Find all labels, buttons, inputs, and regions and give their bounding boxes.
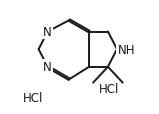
Text: N: N [43,26,52,39]
Text: NH: NH [118,43,135,56]
Text: HCl: HCl [99,82,119,95]
Text: N: N [43,61,52,74]
Text: HCl: HCl [23,91,43,104]
